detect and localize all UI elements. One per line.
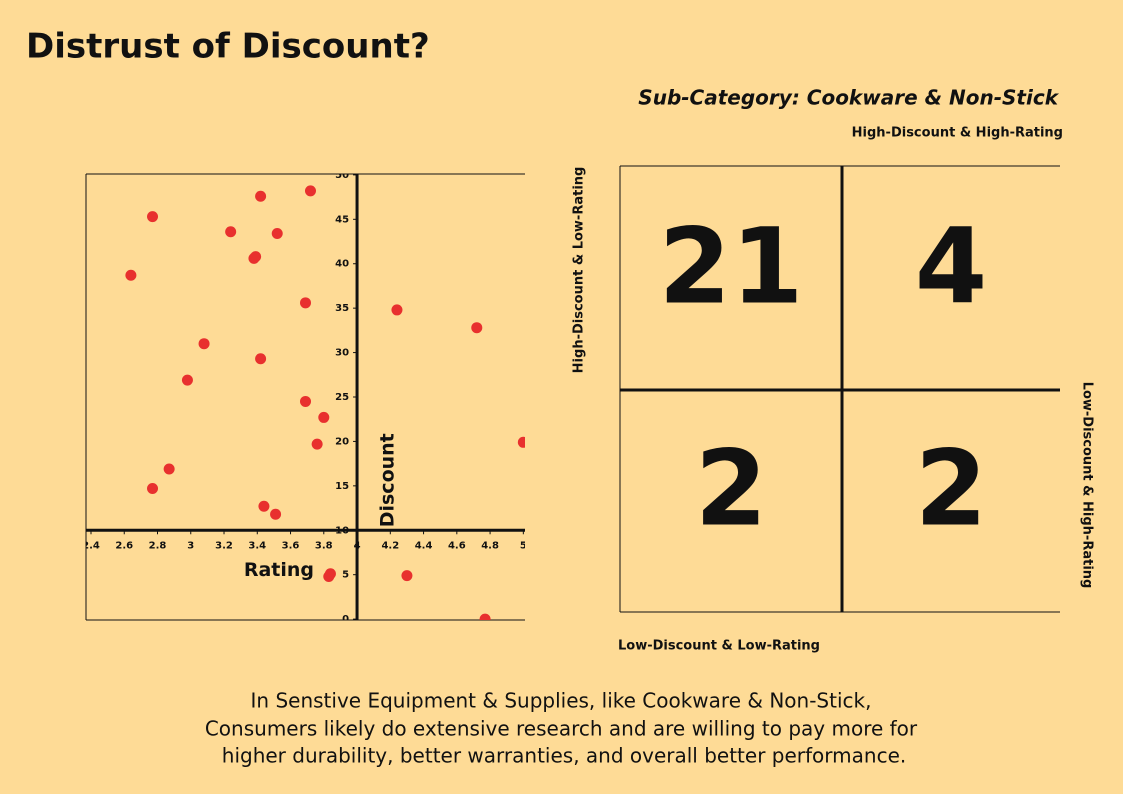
- point: [479, 613, 491, 620]
- point: [163, 463, 175, 475]
- y-tick-label: 40: [335, 259, 349, 270]
- footer-line: higher durability, better warranties, an…: [222, 744, 906, 768]
- point: [300, 297, 311, 309]
- x-tick-label: 2.4: [82, 540, 100, 551]
- x-tick-label: 2.8: [149, 540, 167, 551]
- x-tick-label: 3: [187, 540, 194, 551]
- point: [391, 304, 403, 316]
- y-tick-label: 35: [335, 303, 349, 314]
- y-tick-label: 30: [335, 348, 349, 359]
- x-tick-label: 3.2: [215, 540, 233, 551]
- point: [300, 395, 311, 407]
- x-tick-label: 4.8: [481, 540, 499, 551]
- y-tick-label: 20: [335, 436, 349, 447]
- footer-line: Consumers likely do extensive research a…: [205, 717, 918, 741]
- point: [255, 190, 267, 202]
- point: [198, 338, 210, 350]
- x-tick-label: 4: [354, 540, 361, 551]
- quadrant: High-Discount & High-Rating Low-Discount…: [572, 126, 1095, 654]
- point: [147, 483, 159, 495]
- x-tick-label: 3.4: [248, 540, 266, 551]
- quadrant-count: 21: [659, 205, 804, 327]
- quadrant-count: 2: [695, 427, 767, 549]
- y-tick-label: 50: [335, 170, 349, 181]
- quadrant-count: 2: [915, 427, 987, 549]
- x-tick-label: 5: [520, 540, 527, 551]
- quadrant-label: Low-Discount & High-Rating: [1080, 382, 1095, 589]
- x-tick-label: 4.4: [415, 540, 433, 551]
- y-tick-label: 0: [342, 614, 349, 625]
- point: [255, 353, 267, 365]
- point: [324, 568, 336, 580]
- scatter-plot: 2.4 2.6 2.8 3 3.2 3.4 3.6 3.8 4 4.2 4.4 4.6 4.8 50510…: [82, 170, 527, 625]
- y-tick-label: 5: [342, 570, 349, 581]
- title: Distrust of Discount?: [26, 27, 430, 67]
- point: [250, 251, 262, 263]
- point: [471, 322, 483, 334]
- point: [147, 211, 159, 223]
- footer-line: In Senstive Equipment & Supplies, like C…: [251, 689, 872, 713]
- subtitle: Sub-Category: Cookware & Non-Stick: [638, 86, 1059, 110]
- y-axis-label: Discount: [377, 433, 399, 527]
- point: [311, 438, 323, 450]
- quadrant-count: 4: [915, 205, 987, 327]
- y-tick-label: 25: [335, 392, 349, 403]
- y-tick-label: 10: [335, 525, 349, 536]
- point: [517, 436, 525, 448]
- point: [318, 411, 330, 423]
- quadrant-label: High-Discount & Low-Rating: [572, 167, 587, 374]
- x-tick-label: 4.2: [381, 540, 399, 551]
- point: [258, 500, 270, 512]
- point: [181, 374, 193, 386]
- point: [225, 226, 237, 238]
- point: [125, 269, 137, 281]
- point: [304, 185, 316, 197]
- x-tick-label: 3.6: [282, 540, 300, 551]
- x-tick-label: 3.8: [315, 540, 333, 551]
- plot-area: 2.4 2.6 2.8 3 3.2 3.4 3.6 3.8 4 4.2 4.4 4.6 4.8 50510…: [82, 170, 527, 625]
- point: [271, 228, 283, 240]
- quadrant-label: High-Discount & High-Rating: [852, 126, 1063, 141]
- point: [401, 570, 413, 582]
- point: [270, 508, 282, 520]
- y-tick-label: 15: [335, 481, 349, 492]
- x-tick-label: 4.6: [448, 540, 466, 551]
- quadrant-label: Low-Discount & Low-Rating: [618, 639, 820, 654]
- x-axis-label: Rating: [244, 559, 314, 581]
- x-tick-label: 2.6: [115, 540, 133, 551]
- y-tick-label: 45: [335, 214, 349, 225]
